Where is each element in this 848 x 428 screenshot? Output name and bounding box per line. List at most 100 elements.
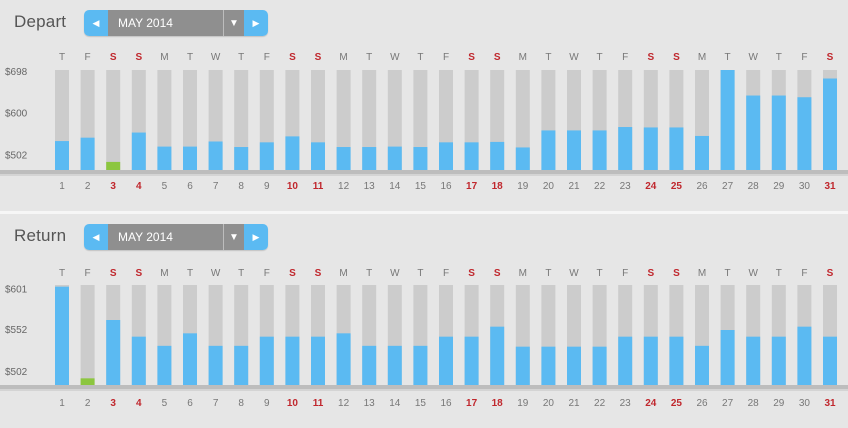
chevron-down-icon[interactable]: ▼ — [223, 224, 244, 250]
return-price-bar[interactable] — [131, 336, 146, 385]
return-price-bar[interactable] — [490, 326, 505, 385]
depart-price-bar[interactable] — [387, 146, 402, 170]
depart-price-bar[interactable] — [695, 135, 709, 170]
depart-price-bar[interactable] — [771, 95, 786, 170]
return-next-month-button[interactable]: ▶ — [244, 224, 268, 250]
return-weekday-label: S — [673, 268, 680, 279]
return-price-bar[interactable] — [362, 345, 377, 385]
depart-price-bar[interactable] — [106, 161, 121, 170]
depart-price-bar[interactable] — [643, 127, 658, 170]
depart-price-bar[interactable] — [234, 147, 249, 170]
return-price-bar[interactable] — [643, 336, 658, 385]
return-prev-month-button[interactable]: ◀ — [84, 224, 108, 250]
depart-price-bar[interactable] — [362, 147, 377, 170]
depart-price-bar[interactable] — [592, 130, 607, 170]
return-price-bar[interactable] — [515, 346, 530, 385]
return-month-select[interactable]: MAY 2014 ▼ — [108, 224, 244, 250]
return-price-bar[interactable] — [823, 336, 837, 385]
return-price-bar[interactable] — [183, 333, 197, 385]
depart-price-bar[interactable] — [208, 141, 223, 170]
depart-price-bar[interactable] — [490, 141, 505, 170]
depart-price-bar[interactable] — [183, 146, 197, 170]
depart-bar-track — [157, 70, 172, 170]
return-price-bar[interactable] — [464, 336, 479, 385]
return-price-bar[interactable] — [387, 345, 402, 385]
depart-price-bar[interactable] — [55, 141, 69, 170]
depart-day-label: 1 — [59, 181, 65, 192]
depart-price-bar[interactable] — [413, 147, 428, 170]
return-weekday-label: S — [315, 268, 322, 279]
return-price-bar[interactable] — [695, 345, 709, 385]
depart-y-tick-label: $600 — [5, 109, 28, 120]
return-price-bar[interactable] — [439, 336, 453, 385]
depart-price-bar[interactable] — [720, 70, 735, 170]
depart-price-bar[interactable] — [464, 142, 479, 170]
return-day-label: 9 — [264, 398, 270, 409]
return-price-bar[interactable] — [234, 345, 249, 385]
depart-weekday-label: T — [545, 52, 551, 63]
chevron-down-icon[interactable]: ▼ — [223, 10, 244, 36]
depart-day-label: 13 — [364, 181, 376, 192]
depart-price-bar[interactable] — [285, 136, 300, 170]
return-price-bar[interactable] — [55, 286, 69, 385]
depart-day-label: 16 — [440, 181, 452, 192]
return-price-bar[interactable] — [771, 336, 786, 385]
return-price-bar[interactable] — [618, 336, 633, 385]
return-day-label: 13 — [364, 398, 376, 409]
return-price-bar[interactable] — [797, 326, 812, 385]
return-weekday-label: F — [622, 268, 628, 279]
depart-next-month-button[interactable]: ▶ — [244, 10, 268, 36]
depart-price-bar[interactable] — [259, 142, 274, 170]
return-weekday-label: F — [264, 268, 270, 279]
return-day-label: 30 — [799, 398, 811, 409]
return-weekday-label: M — [698, 268, 706, 279]
return-price-bar[interactable] — [413, 345, 428, 385]
return-price-bar[interactable] — [541, 346, 556, 385]
return-price-bar[interactable] — [208, 345, 223, 385]
return-price-bar[interactable] — [720, 330, 735, 385]
depart-price-bar[interactable] — [336, 147, 351, 170]
return-baseline-shadow — [0, 389, 848, 391]
depart-price-bar[interactable] — [131, 132, 146, 170]
return-price-bar[interactable] — [106, 320, 121, 385]
depart-month-select[interactable]: MAY 2014 ▼ — [108, 10, 244, 36]
return-price-bar[interactable] — [669, 336, 684, 385]
depart-weekday-label: M — [160, 52, 168, 63]
depart-price-bar[interactable] — [541, 130, 556, 170]
return-day-label: 28 — [748, 398, 760, 409]
return-price-bar[interactable] — [746, 336, 761, 385]
depart-price-bar[interactable] — [567, 130, 581, 170]
depart-price-bar[interactable] — [311, 142, 325, 170]
depart-price-bar[interactable] — [515, 147, 530, 170]
depart-price-bar[interactable] — [157, 146, 172, 170]
return-price-bar[interactable] — [259, 336, 274, 385]
depart-bar-track — [362, 70, 377, 170]
depart-weekday-label: W — [748, 52, 758, 63]
depart-day-label: 7 — [213, 181, 219, 192]
depart-weekday-label: S — [468, 52, 475, 63]
return-day-label: 3 — [110, 398, 116, 409]
depart-weekday-label: T — [776, 52, 782, 63]
depart-day-label: 25 — [671, 181, 683, 192]
depart-price-bar[interactable] — [746, 95, 761, 170]
return-price-bar[interactable] — [80, 378, 95, 385]
depart-price-bar[interactable] — [618, 127, 633, 170]
depart-bar-track — [387, 70, 402, 170]
depart-price-bar[interactable] — [439, 142, 453, 170]
return-price-bar[interactable] — [592, 346, 607, 385]
return-price-bar[interactable] — [157, 345, 172, 385]
return-price-bar[interactable] — [567, 346, 581, 385]
depart-price-bar[interactable] — [80, 137, 95, 170]
depart-month-value: MAY 2014 — [118, 16, 173, 30]
return-price-bar[interactable] — [285, 336, 300, 385]
return-day-label: 14 — [389, 398, 401, 409]
return-price-bar[interactable] — [311, 336, 325, 385]
depart-price-bar[interactable] — [797, 97, 812, 170]
depart-prev-month-button[interactable]: ◀ — [84, 10, 108, 36]
return-price-bar[interactable] — [336, 333, 351, 385]
depart-price-bar[interactable] — [823, 78, 837, 170]
depart-price-bar[interactable] — [669, 127, 684, 170]
depart-day-label: 31 — [824, 181, 836, 192]
depart-y-tick-label: $698 — [5, 67, 28, 78]
triangle-left-icon: ◀ — [92, 231, 100, 242]
